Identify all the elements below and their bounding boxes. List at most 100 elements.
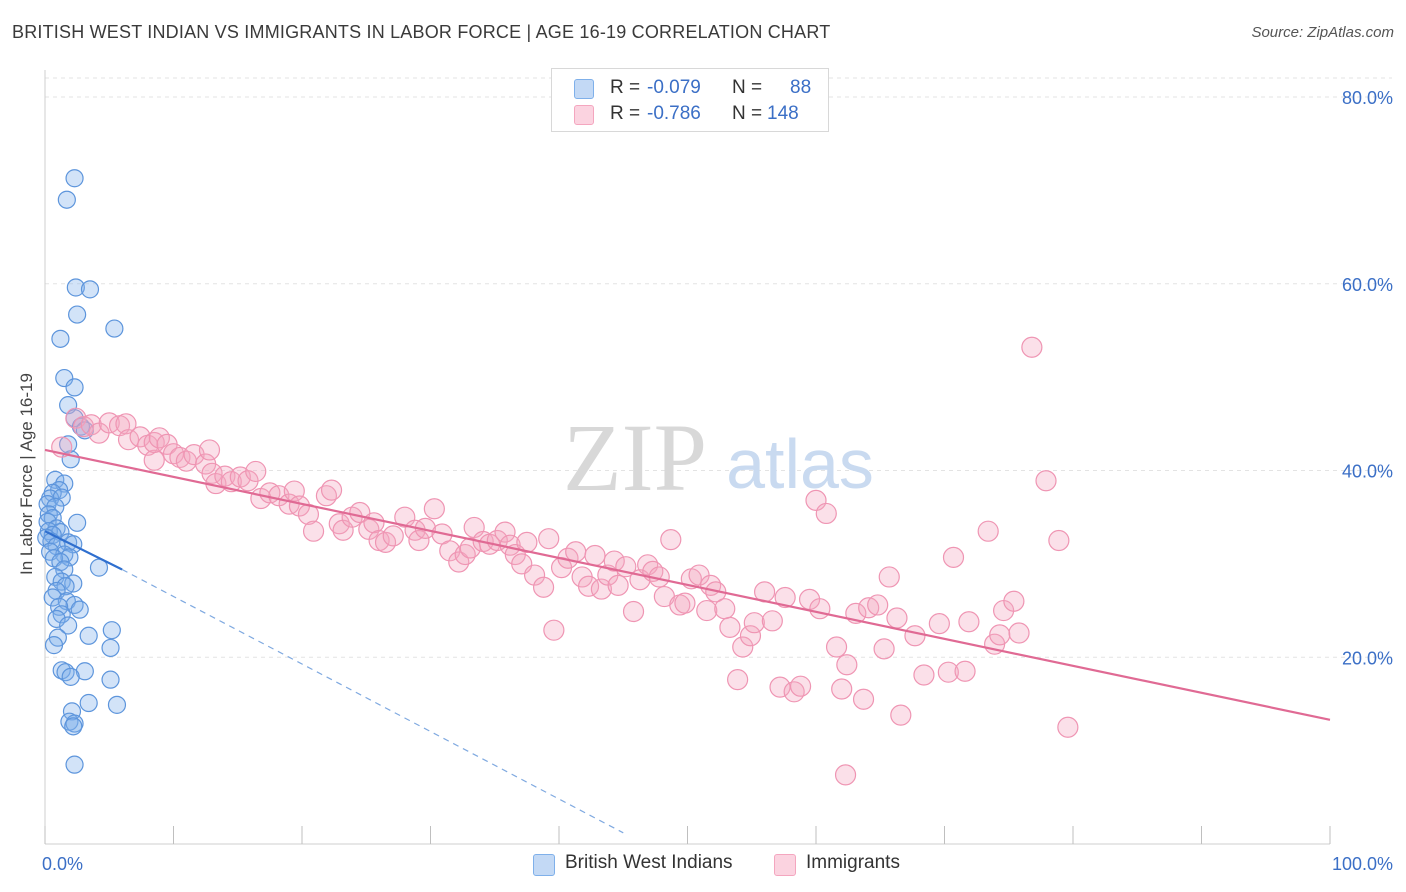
y-tick-label: 40.0%: [1342, 462, 1393, 482]
data-point-british-west-indians: [65, 755, 84, 774]
tick-labels: 20.0% 40.0% 60.0% 80.0% 0.0% 100.0%: [42, 88, 1393, 874]
legend-swatch-pink: [574, 105, 594, 125]
r-value: -0.079: [647, 77, 701, 98]
data-point-british-west-indians: [68, 513, 87, 532]
data-point-immigrants: [774, 586, 796, 609]
data-point-immigrants: [958, 611, 980, 633]
data-point-immigrants: [727, 669, 749, 691]
data-point-immigrants: [696, 599, 718, 622]
data-point-immigrants: [886, 607, 908, 629]
data-point-immigrants: [954, 660, 976, 682]
data-point-immigrants: [815, 502, 837, 525]
data-point-british-west-indians: [66, 278, 85, 297]
data-point-immigrants: [302, 520, 325, 542]
data-point-immigrants: [565, 541, 587, 563]
data-point-immigrants: [867, 594, 889, 616]
data-point-immigrants: [825, 636, 848, 658]
data-point-british-west-indians: [57, 190, 76, 209]
n-value: 148: [767, 103, 799, 124]
data-point-immigrants: [783, 681, 805, 703]
data-point-immigrants: [834, 764, 857, 786]
series-british-west-indians: [37, 169, 127, 774]
data-point-british-west-indians: [64, 717, 83, 736]
data-point-immigrants: [789, 675, 812, 697]
data-point-british-west-indians: [65, 378, 84, 397]
trend-line-british-west-indians: [44, 530, 123, 571]
data-point-immigrants: [494, 521, 516, 543]
data-point-immigrants: [743, 612, 765, 634]
data-point-immigrants: [607, 574, 629, 596]
data-point-immigrants: [1048, 529, 1070, 552]
data-point-immigrants: [214, 465, 236, 487]
data-point-british-west-indians: [46, 497, 65, 517]
data-point-british-west-indians: [79, 693, 98, 713]
data-point-immigrants: [603, 550, 625, 572]
data-point-immigrants: [761, 610, 783, 632]
data-point-immigrants: [809, 598, 831, 620]
data-point-immigrants: [1003, 590, 1025, 612]
data-point-immigrants: [245, 460, 267, 483]
data-point-immigrants: [831, 678, 853, 700]
data-point-immigrants: [719, 616, 741, 638]
data-point-immigrants: [928, 613, 950, 635]
data-point-british-west-indians: [51, 329, 70, 348]
data-point-immigrants: [382, 525, 404, 547]
data-point-immigrants: [890, 704, 912, 726]
data-point-immigrants: [913, 664, 935, 686]
data-point-british-west-indians: [102, 621, 121, 640]
data-point-immigrants: [873, 638, 895, 660]
data-point-british-west-indians: [70, 600, 89, 619]
trend-line-immigrants: [44, 448, 1331, 721]
r-label: R =: [610, 103, 641, 124]
data-point-immigrants: [674, 592, 696, 614]
data-point-british-west-indians: [56, 577, 75, 596]
chart-title: BRITISH WEST INDIAN VS IMMIGRANTS IN LAB…: [12, 22, 831, 42]
n-label: N =: [732, 103, 763, 124]
data-point-immigrants: [1008, 622, 1030, 644]
data-point-british-west-indians: [107, 695, 127, 714]
data-point-immigrants: [162, 443, 185, 465]
x-tick-label: 100.0%: [1332, 854, 1393, 874]
data-point-british-west-indians: [105, 319, 124, 338]
data-point-immigrants: [523, 564, 546, 586]
data-point-immigrants: [977, 520, 999, 542]
legend-row-british-west-indians: R = -0.079 N = 88: [552, 75, 828, 103]
axes: [44, 70, 1331, 845]
data-point-british-west-indians: [61, 667, 80, 686]
data-point-immigrants: [1021, 336, 1043, 358]
legend-label: Immigrants: [806, 852, 900, 873]
data-point-british-west-indians: [55, 368, 74, 388]
data-point-immigrants: [516, 531, 538, 553]
correlation-legend: R = -0.079 N = 88 R = -0.786 N = 148: [551, 68, 829, 132]
source-credit: Source: ZipAtlas.com: [1251, 24, 1394, 41]
data-point-immigrants: [989, 624, 1011, 646]
data-point-british-west-indians: [79, 626, 98, 645]
gridlines: [45, 77, 1392, 658]
y-tick-label: 20.0%: [1342, 648, 1393, 668]
y-tick-label: 80.0%: [1342, 88, 1393, 108]
trend-line-british-west-indians-extension: [121, 568, 624, 834]
data-point-british-west-indians: [65, 169, 84, 188]
data-point-immigrants: [169, 446, 191, 469]
x-tick-label: 0.0%: [42, 854, 83, 874]
data-point-immigrants: [538, 528, 560, 550]
y-axis-label: In Labor Force | Age 16-19: [17, 373, 36, 575]
data-point-immigrants: [852, 688, 875, 710]
n-value: 88: [790, 77, 812, 98]
watermark: ZIP atlas: [563, 404, 874, 511]
r-value: -0.786: [647, 103, 701, 124]
data-point-british-west-indians: [59, 435, 78, 454]
data-point-immigrants: [858, 597, 880, 619]
r-label: R =: [610, 77, 641, 98]
n-label: N =: [732, 77, 763, 98]
watermark-zip: ZIP: [563, 404, 707, 511]
data-point-immigrants: [363, 512, 385, 534]
legend-row-immigrants: R = -0.786 N = 148: [552, 101, 828, 129]
data-point-immigrants: [584, 544, 606, 567]
y-tick-label: 60.0%: [1342, 275, 1393, 295]
data-point-immigrants: [328, 513, 350, 535]
data-point-immigrants: [622, 600, 645, 623]
data-point-immigrants: [143, 449, 165, 471]
data-point-immigrants: [532, 576, 555, 598]
legend-swatch-blue: [533, 854, 555, 876]
